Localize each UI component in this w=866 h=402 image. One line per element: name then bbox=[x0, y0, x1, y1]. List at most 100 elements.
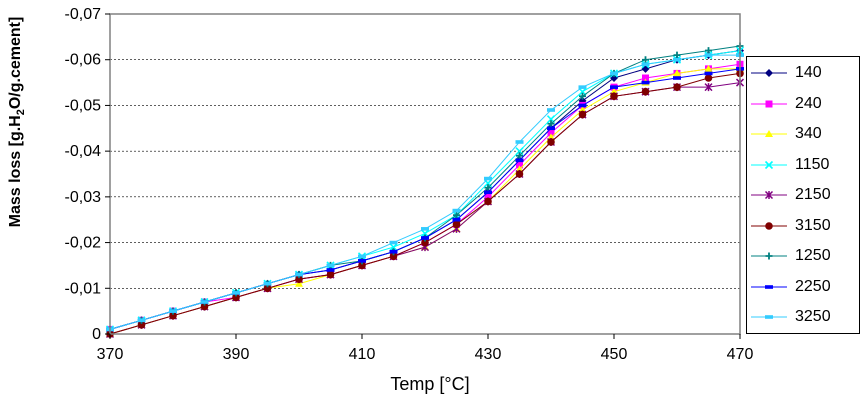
legend-marker bbox=[765, 284, 773, 289]
legend-label: 2150 bbox=[795, 186, 831, 203]
data-point bbox=[358, 259, 366, 263]
legend-label: 140 bbox=[795, 64, 822, 81]
data-point bbox=[263, 284, 272, 293]
data-point bbox=[452, 220, 461, 229]
data-point bbox=[673, 69, 681, 77]
data-point bbox=[421, 227, 429, 231]
y-tick-label: -0,01 bbox=[65, 280, 102, 297]
series-1250 bbox=[106, 42, 744, 333]
data-point bbox=[673, 57, 681, 62]
x-tick-label: 450 bbox=[601, 346, 628, 363]
y-tick-label: 0 bbox=[92, 326, 101, 343]
x-tick-label: 390 bbox=[223, 346, 250, 363]
series-lines bbox=[105, 42, 745, 339]
data-point bbox=[484, 197, 492, 206]
legend-label: 2250 bbox=[795, 277, 831, 295]
y-tick-label: -0,07 bbox=[65, 6, 102, 23]
y-axis-label: Mass loss [g.H2O/g.cement] bbox=[7, 16, 28, 228]
x-tick-label: 410 bbox=[349, 346, 376, 363]
data-point bbox=[705, 47, 712, 55]
legend-item: 140 bbox=[747, 58, 859, 88]
legend-label: 240 bbox=[795, 94, 822, 112]
y-tick-label: -0,03 bbox=[65, 189, 102, 206]
data-point bbox=[421, 236, 429, 240]
legend-swatch bbox=[751, 190, 787, 200]
legend-marker bbox=[765, 130, 773, 137]
data-point bbox=[169, 309, 177, 313]
data-point bbox=[547, 126, 555, 131]
data-point bbox=[516, 161, 523, 169]
legend-item: 2150 bbox=[747, 180, 859, 210]
data-point bbox=[263, 281, 272, 286]
data-point bbox=[547, 138, 555, 146]
series-line bbox=[109, 68, 741, 330]
data-point bbox=[578, 106, 587, 113]
data-point bbox=[578, 110, 587, 119]
data-point bbox=[326, 268, 335, 272]
data-point bbox=[578, 85, 587, 89]
data-point bbox=[484, 190, 492, 195]
data-point bbox=[673, 76, 681, 80]
data-point bbox=[295, 272, 303, 277]
legend-marker bbox=[764, 190, 774, 200]
data-point bbox=[389, 252, 398, 261]
data-point bbox=[200, 302, 209, 311]
data-point bbox=[547, 108, 555, 112]
data-point bbox=[704, 64, 713, 72]
legend-label: 340 bbox=[795, 125, 822, 142]
legend-item: 2250 bbox=[747, 272, 859, 302]
data-point bbox=[452, 208, 461, 213]
data-point bbox=[389, 243, 398, 252]
legend-marker bbox=[764, 160, 774, 169]
data-point bbox=[673, 51, 681, 59]
x-axis-label: Temp [°C] bbox=[390, 374, 470, 394]
data-point bbox=[547, 129, 555, 137]
data-point bbox=[610, 85, 618, 89]
data-point bbox=[610, 92, 618, 101]
series-line bbox=[109, 54, 740, 330]
data-point bbox=[704, 74, 713, 82]
legend-item: 1250 bbox=[747, 241, 859, 271]
data-point bbox=[579, 92, 586, 100]
legend-label: 1150 bbox=[795, 155, 830, 173]
series-2250 bbox=[106, 67, 744, 332]
x-tick-label: 370 bbox=[97, 346, 124, 363]
data-point bbox=[641, 62, 650, 67]
legend-label: 1250 bbox=[795, 247, 831, 264]
data-point bbox=[515, 158, 524, 163]
data-point bbox=[704, 71, 713, 76]
legend-label: 3150 bbox=[795, 216, 831, 234]
legend-marker bbox=[765, 252, 773, 260]
legend-item: 340 bbox=[747, 119, 859, 149]
legend-item: 240 bbox=[747, 89, 859, 119]
data-point bbox=[641, 80, 650, 85]
data-point bbox=[515, 170, 524, 178]
legend-swatch bbox=[751, 315, 787, 319]
legend-swatch bbox=[751, 284, 787, 289]
legend-swatch bbox=[751, 160, 787, 169]
data-point bbox=[673, 83, 681, 91]
legend-swatch bbox=[751, 69, 787, 77]
legend-marker bbox=[765, 69, 773, 77]
data-point bbox=[232, 291, 240, 295]
data-point bbox=[547, 133, 555, 141]
data-point bbox=[610, 87, 618, 95]
data-point bbox=[578, 103, 587, 108]
series-340 bbox=[106, 64, 744, 337]
data-point bbox=[642, 56, 649, 64]
x-tick-label: 430 bbox=[475, 346, 502, 363]
data-point bbox=[610, 71, 618, 76]
plot-area bbox=[109, 13, 741, 335]
data-point bbox=[232, 293, 240, 302]
data-point bbox=[358, 261, 366, 270]
data-point bbox=[516, 152, 523, 160]
data-point bbox=[326, 263, 335, 268]
data-point bbox=[421, 238, 429, 247]
data-point bbox=[704, 83, 713, 92]
data-point bbox=[389, 240, 398, 245]
legend-item: 1150 bbox=[747, 150, 859, 180]
axis-ticks: 0 -0,01 -0,02 -0,03 -0,04 -0,05 -0,06 -0,07 370 3… bbox=[65, 6, 754, 363]
data-point bbox=[452, 217, 461, 222]
series-line bbox=[109, 63, 741, 330]
